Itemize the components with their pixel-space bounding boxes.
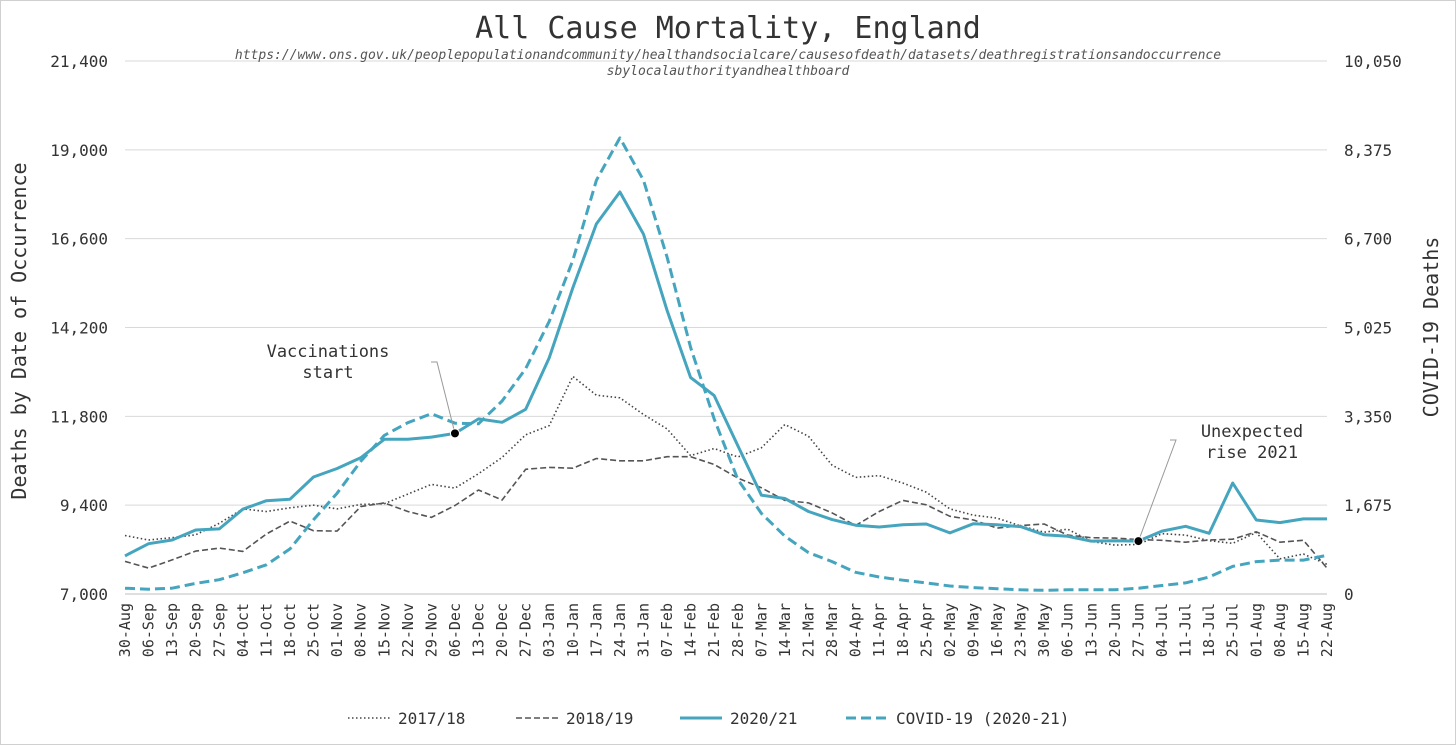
x-tick-label: 20-Jun xyxy=(1106,603,1124,657)
x-tick-label: 13-Dec xyxy=(470,603,488,657)
x-tick-label: 11-Jul xyxy=(1177,603,1195,657)
left-tick-label: 14,200 xyxy=(50,319,108,338)
x-tick-label: 31-Jan xyxy=(635,603,653,657)
left-tick-label: 16,600 xyxy=(50,230,108,249)
x-tick-label: 22-Aug xyxy=(1318,603,1336,657)
x-tick-label: 30-May xyxy=(1035,603,1053,657)
x-tick-label: 20-Dec xyxy=(493,603,511,657)
x-tick-label: 16-May xyxy=(988,603,1006,657)
x-tick-label: 28-Feb xyxy=(729,603,747,657)
left-axis-ticks: 7,000 9,400 11,800 14,200 16,600 19,000 21,400 xyxy=(50,52,108,604)
x-tick-label: 23-May xyxy=(1012,603,1030,657)
x-tick-label: 18-Apr xyxy=(894,603,912,657)
x-tick-label: 15-Aug xyxy=(1294,603,1312,657)
annotation-text: Unexpected xyxy=(1201,422,1303,442)
x-tick-label: 07-Mar xyxy=(752,603,770,657)
series-line-2018-19 xyxy=(124,455,1328,569)
x-tick-label: 06-Sep xyxy=(140,603,158,657)
x-tick-label: 06-Jun xyxy=(1059,603,1077,657)
legend-label: COVID-19 (2020-21) xyxy=(896,709,1069,728)
annotation-leader xyxy=(1137,439,1177,542)
left-tick-label: 11,800 xyxy=(50,407,108,426)
left-axis-label: Deaths by Date of Occurrence xyxy=(7,162,31,499)
x-tick-label: 08-Nov xyxy=(352,603,370,657)
chart-title: All Cause Mortality, England xyxy=(475,11,981,46)
series-line-covid-19-2020-21- xyxy=(124,136,1328,592)
x-tick-label: 09-May xyxy=(964,603,982,657)
x-tick-label: 28-Mar xyxy=(823,603,841,657)
chart-subtitle-line2: sbylocalauthorityandhealthboard xyxy=(607,64,850,79)
x-tick-label: 15-Nov xyxy=(375,603,393,657)
right-tick-label: 3,350 xyxy=(1344,407,1392,426)
x-tick-label: 22-Nov xyxy=(399,603,417,657)
chart-subtitle-line1: https://www.ons.gov.uk/peoplepopulationa… xyxy=(235,48,1221,63)
x-tick-label: 04-Oct xyxy=(234,603,252,657)
x-tick-label: 14-Feb xyxy=(682,603,700,657)
x-tick-label: 10-Jan xyxy=(564,603,582,657)
x-tick-label: 25-Jul xyxy=(1224,603,1242,657)
x-tick-label: 17-Jan xyxy=(587,603,605,657)
right-tick-label: 10,050 xyxy=(1344,52,1402,71)
x-tick-label: 06-Dec xyxy=(446,603,464,657)
legend-label: 2017/18 xyxy=(398,709,465,728)
x-tick-label: 04-Apr xyxy=(847,603,865,657)
x-tick-label: 25-Oct xyxy=(305,603,323,657)
x-tick-label: 18-Oct xyxy=(281,603,299,657)
annotation-leader xyxy=(431,361,456,434)
x-tick-label: 27-Jun xyxy=(1129,603,1147,657)
annotation-text: rise 2021 xyxy=(1206,443,1298,463)
x-tick-label: 20-Sep xyxy=(187,603,205,657)
x-tick-label: 25-Apr xyxy=(917,603,935,657)
annotation-text: Vaccinations xyxy=(267,342,390,362)
x-tick-label: 02-May xyxy=(941,603,959,657)
series-lines xyxy=(124,136,1328,592)
legend-label: 2020/21 xyxy=(730,709,797,728)
left-tick-label: 7,000 xyxy=(60,585,108,604)
x-tick-label: 01-Aug xyxy=(1247,603,1265,657)
x-tick-label: 21-Feb xyxy=(705,603,723,657)
right-tick-label: 1,675 xyxy=(1344,496,1392,515)
x-tick-label: 04-Jul xyxy=(1153,603,1171,657)
x-tick-label: 27-Dec xyxy=(517,603,535,657)
x-tick-label: 21-Mar xyxy=(799,603,817,657)
x-axis-ticks: 30-Aug 06-Sep 13-Sep 20-Sep 27-Sep 04-Oct 11-O… xyxy=(116,603,1336,657)
x-tick-label: 18-Jul xyxy=(1200,603,1218,657)
right-axis-ticks: 0 1,675 3,350 5,025 6,700 8,375 10,050 xyxy=(1344,52,1402,604)
x-tick-label: 13-Jun xyxy=(1082,603,1100,657)
right-tick-label: 6,700 xyxy=(1344,230,1392,249)
x-tick-label: 01-Nov xyxy=(328,603,346,657)
right-axis-label: COVID-19 Deaths xyxy=(1419,237,1443,418)
right-tick-label: 8,375 xyxy=(1344,141,1392,160)
x-tick-label: 11-Apr xyxy=(870,603,888,657)
annotation-marker xyxy=(449,428,460,439)
x-tick-label: 08-Aug xyxy=(1271,603,1289,657)
x-tick-label: 14-Mar xyxy=(776,603,794,657)
x-tick-label: 03-Jan xyxy=(540,603,558,657)
right-tick-label: 0 xyxy=(1344,585,1354,604)
x-tick-label: 13-Sep xyxy=(163,603,181,657)
legend: 2017/18 2018/19 2020/21 COVID-19 (2020-21) xyxy=(348,709,1069,728)
gridlines xyxy=(125,60,1327,595)
x-tick-label: 07-Feb xyxy=(658,603,676,657)
left-tick-label: 19,000 xyxy=(50,141,108,160)
x-tick-label: 11-Oct xyxy=(257,603,275,657)
x-tick-label: 24-Jan xyxy=(611,603,629,657)
series-line-2020-21 xyxy=(124,190,1327,558)
x-tick-label: 29-Nov xyxy=(422,603,440,657)
x-tick-label: 27-Sep xyxy=(210,603,228,657)
x-tick-label: 30-Aug xyxy=(116,603,134,657)
left-tick-label: 9,400 xyxy=(60,496,108,515)
annotation-text: start xyxy=(302,363,353,383)
right-tick-label: 5,025 xyxy=(1344,319,1392,338)
annotation-marker xyxy=(1133,536,1144,547)
legend-label: 2018/19 xyxy=(566,709,633,728)
left-tick-label: 21,400 xyxy=(50,52,108,71)
